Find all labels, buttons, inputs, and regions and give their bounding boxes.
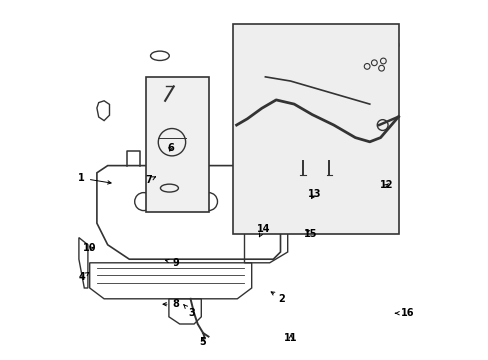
Text: 16: 16 [395,308,414,318]
Bar [145,77,208,212]
Text: 2: 2 [271,292,285,304]
Bar [232,24,399,234]
Text: 12: 12 [379,180,392,190]
Text: 13: 13 [307,189,320,199]
Text: 3: 3 [183,305,195,318]
Text: 10: 10 [83,243,97,253]
Text: 6: 6 [167,143,174,153]
Text: 15: 15 [303,229,317,239]
Text: 9: 9 [165,258,179,268]
Text: 5: 5 [199,337,206,347]
Text: 7: 7 [145,175,155,185]
Text: 4: 4 [79,272,89,282]
Text: 11: 11 [284,333,297,343]
Text: 1: 1 [78,173,111,184]
Text: 8: 8 [163,299,179,309]
Text: 14: 14 [257,224,270,237]
